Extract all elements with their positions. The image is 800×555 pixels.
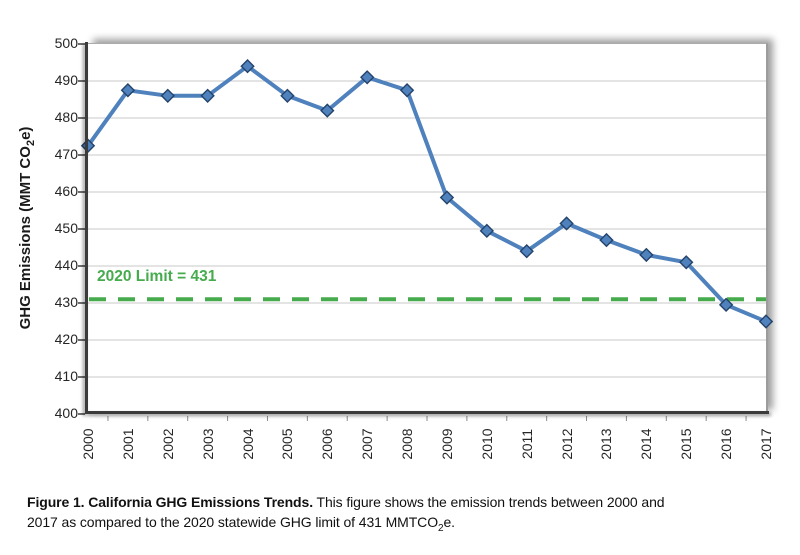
data-point-marker (439, 190, 455, 205)
y-axis-tick-label: 440 (54, 257, 78, 273)
data-point-marker (519, 244, 534, 259)
data-point-marker (718, 297, 734, 313)
x-axis-line (85, 411, 769, 414)
figure-caption: Figure 1. California GHG Emissions Trend… (27, 492, 793, 539)
x-axis-tick-label: 2009 (438, 428, 455, 460)
data-point-marker (120, 83, 136, 98)
data-point-marker (280, 88, 295, 103)
x-axis-tick-label: 2002 (159, 428, 176, 460)
y-axis-tick-label: 410 (54, 368, 78, 384)
y-axis-tick-label: 460 (54, 183, 78, 199)
x-axis-tick-label: 2012 (558, 428, 575, 460)
plot-area: 2020 Limit = 431 (78, 43, 774, 421)
caption-bold: Figure 1. California GHG Emissions Trend… (27, 494, 313, 510)
limit-line-label: 2020 Limit = 431 (97, 268, 217, 285)
data-point-marker (599, 232, 614, 248)
y-axis-tick-label: 500 (54, 35, 78, 51)
x-axis-tick-label: 2001 (119, 428, 136, 460)
y-axis-tick-label: 450 (54, 220, 78, 236)
y-axis-title: GHG Emissions (MMT CO2e) (17, 127, 37, 330)
x-axis-tick-label: 2010 (478, 428, 495, 460)
x-axis-tick-label: 2016 (718, 428, 735, 460)
caption-line2-end: e. (443, 514, 455, 530)
data-point-marker (240, 59, 255, 74)
data-point-marker (200, 88, 215, 103)
x-axis-tick-label: 2005 (279, 428, 296, 460)
x-axis-tick-label: 2013 (598, 428, 615, 460)
x-axis-tick-label: 2015 (678, 428, 695, 460)
data-point-marker (399, 83, 415, 98)
data-point-marker (758, 314, 774, 329)
y-axis-title-subscript: 2 (25, 139, 37, 147)
data-point-marker (479, 223, 495, 239)
data-point-marker (679, 255, 694, 270)
x-axis-tick-label: 2004 (239, 428, 256, 460)
x-axis-tick-label: 2011 (518, 428, 535, 460)
data-point-marker (160, 88, 175, 103)
x-axis-tick-label: 2007 (359, 428, 376, 460)
x-axis-tick-label: 2003 (199, 428, 216, 460)
x-axis-tick-label: 2006 (319, 428, 336, 460)
y-axis-tick-label: 400 (54, 405, 78, 421)
y-axis-tick-label: 470 (54, 146, 78, 162)
caption-line1: This figure shows the emission trends be… (316, 494, 665, 510)
data-point-marker (320, 103, 335, 118)
y-axis-line (85, 42, 88, 414)
data-point-marker (639, 247, 654, 263)
x-axis-tick-label: 2014 (638, 428, 655, 460)
chart-canvas (78, 43, 774, 421)
y-axis-tick-label: 490 (54, 72, 78, 88)
y-axis-tick-label: 480 (54, 109, 78, 125)
data-point-marker (359, 70, 375, 85)
x-axis-tick-label: 2000 (80, 428, 96, 460)
x-axis-tick-label: 2008 (399, 428, 416, 460)
caption-subscript: 2 (437, 522, 444, 534)
y-axis-tick-label: 430 (54, 294, 78, 310)
x-axis-tick-label: 2017 (758, 428, 774, 460)
y-axis-title-text-end: e) (17, 126, 34, 140)
y-axis-tick-label: 420 (54, 331, 78, 347)
data-point-marker (80, 138, 96, 153)
y-axis-title-text: GHG Emissions (MMT CO (17, 146, 34, 330)
data-point-marker (559, 216, 574, 231)
caption-line2: 2017 as compared to the 2020 statewide G… (27, 514, 438, 530)
